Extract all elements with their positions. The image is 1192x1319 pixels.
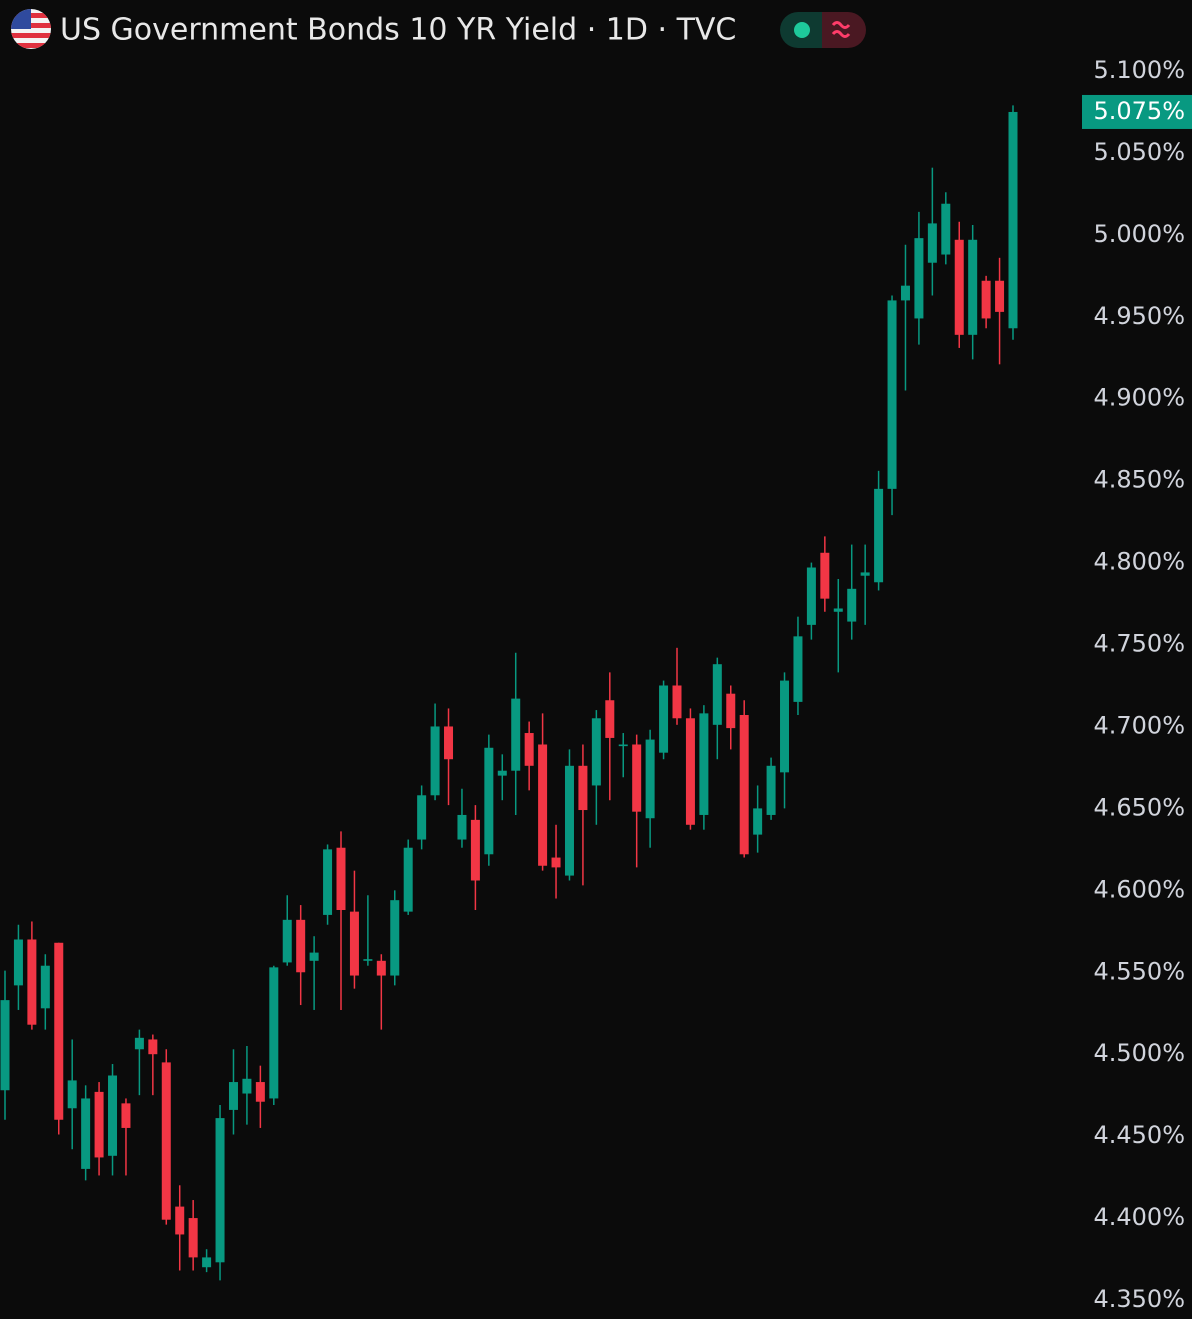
y-tick-label: 4.400% — [1093, 1203, 1185, 1231]
candle-body — [833, 608, 843, 612]
candle-body — [94, 1091, 104, 1158]
candle-body — [417, 795, 427, 840]
candle-body — [497, 770, 507, 776]
candle-body — [968, 239, 978, 335]
candle-body — [672, 685, 682, 719]
candle-body — [0, 1000, 10, 1091]
candle-body — [188, 1218, 198, 1258]
candle-body — [67, 1080, 77, 1109]
candle-body — [363, 959, 373, 961]
candle-body — [914, 238, 924, 319]
candle-body — [632, 744, 642, 812]
candle-body — [202, 1257, 212, 1268]
candle-body — [349, 911, 359, 976]
candle-body — [860, 572, 870, 576]
candle-body — [242, 1078, 252, 1094]
candle-body — [148, 1039, 158, 1055]
candle-body — [403, 847, 413, 912]
candle-body — [793, 636, 803, 702]
candle-body — [376, 960, 386, 976]
candle-body — [282, 919, 292, 963]
candle-body — [215, 1118, 225, 1263]
candle-body — [27, 939, 37, 1025]
candle-body — [766, 765, 776, 815]
candle-body — [81, 1098, 91, 1169]
candle-body — [564, 765, 574, 876]
candle-body — [753, 808, 763, 835]
candle-body — [591, 718, 601, 786]
candle-body — [484, 747, 494, 855]
y-tick-label: 4.850% — [1093, 466, 1185, 494]
candle-body — [712, 664, 722, 725]
candle-body — [121, 1103, 131, 1128]
candle-body — [806, 567, 816, 625]
candle-body — [323, 849, 333, 915]
y-tick-label: 4.500% — [1093, 1039, 1185, 1067]
candle-body — [108, 1075, 118, 1156]
candle-body — [900, 285, 910, 301]
candle-body — [685, 718, 695, 825]
y-tick-label: 4.350% — [1093, 1285, 1185, 1313]
y-tick-label: 5.100% — [1093, 56, 1185, 84]
candle-body — [457, 814, 467, 840]
y-tick-label: 4.450% — [1093, 1121, 1185, 1149]
flag-icon — [11, 9, 51, 49]
candle-body — [820, 552, 830, 599]
candle-body — [645, 739, 655, 819]
candle-body — [1008, 111, 1018, 329]
candle-body — [390, 900, 400, 976]
candle-body — [551, 857, 561, 868]
candle-body — [981, 280, 991, 319]
candle-body — [470, 819, 480, 881]
candle-body — [739, 714, 749, 855]
y-tick-label: 4.700% — [1093, 711, 1185, 739]
y-tick-label: 4.800% — [1093, 548, 1185, 576]
y-tick-label: 4.750% — [1093, 630, 1185, 658]
candle-body — [887, 300, 897, 489]
candle-body — [54, 942, 64, 1120]
y-tick-label: 4.950% — [1093, 302, 1185, 330]
candle-body — [995, 280, 1005, 312]
candle-body — [13, 939, 23, 986]
candle-body — [699, 713, 709, 815]
y-tick-label: 5.000% — [1093, 220, 1185, 248]
candle-body — [538, 744, 548, 866]
candle-body — [726, 693, 736, 729]
candle-body — [309, 952, 319, 961]
y-tick-label: 4.550% — [1093, 957, 1185, 985]
candle-body — [255, 1082, 265, 1102]
chart-title: US Government Bonds 10 YR Yield · 1D · T… — [60, 13, 736, 48]
candle-body — [578, 765, 588, 811]
candle-body — [296, 919, 306, 973]
y-tick-label: 4.900% — [1093, 384, 1185, 412]
candle-body — [847, 588, 857, 622]
candle-body — [618, 744, 628, 747]
candle-body — [659, 685, 669, 753]
candle-body — [874, 488, 884, 583]
y-tick-label: 5.050% — [1093, 138, 1185, 166]
candle-body — [336, 847, 346, 910]
y-tick-label: 4.650% — [1093, 793, 1185, 821]
candle-body — [444, 726, 454, 760]
last-price-box — [1082, 94, 1192, 129]
candle-body — [605, 700, 615, 738]
y-tick-label: 4.600% — [1093, 875, 1185, 903]
candle-body — [524, 733, 534, 766]
candle-body — [430, 726, 440, 796]
candle-body — [780, 680, 790, 773]
candle-body — [175, 1206, 185, 1235]
candle-body — [954, 239, 964, 335]
candle-body — [40, 965, 50, 1009]
candle-body — [927, 223, 937, 263]
candle-body — [161, 1062, 171, 1220]
candle-body — [134, 1037, 144, 1050]
status-pill[interactable] — [780, 12, 866, 48]
candle-body — [228, 1082, 238, 1110]
candle-body — [511, 698, 521, 771]
candle-body — [941, 203, 951, 255]
candle-body — [269, 967, 279, 1099]
last-price-label: 5.075% — [1093, 97, 1185, 125]
